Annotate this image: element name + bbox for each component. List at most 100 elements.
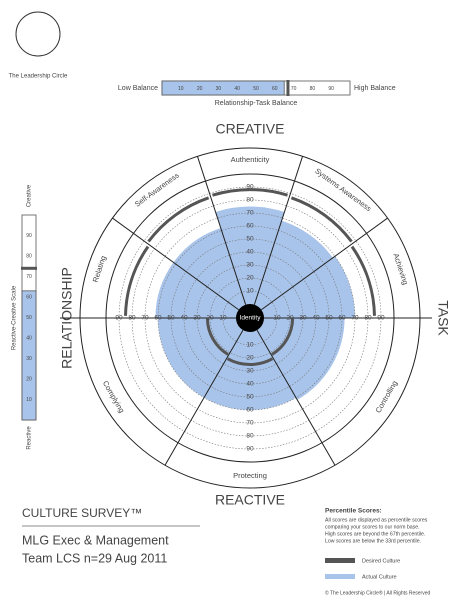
- desired-arc: [205, 318, 229, 356]
- sector-line: [253, 156, 304, 305]
- balance-title: Relationship-Task Balance: [215, 100, 298, 107]
- legend-label: Actual Culture: [362, 574, 397, 580]
- balance-tick: 50: [253, 86, 259, 92]
- sector-line: [112, 217, 239, 311]
- radial-tick: 90: [246, 446, 254, 453]
- radial-tick: 50: [325, 315, 333, 322]
- balance-tick: 70: [291, 86, 297, 92]
- vertical-tick: 40: [26, 335, 32, 341]
- radial-tick: 50: [246, 236, 254, 243]
- radial-tick: 60: [154, 315, 162, 322]
- actual-wedge: [215, 206, 285, 318]
- vertical-scale-title: Reactive-Creative Scale: [12, 285, 18, 350]
- team-line: Team LCS n=29 Aug 2011: [22, 551, 167, 565]
- actual-wedge: [250, 256, 355, 318]
- sector-label: Authenticity: [231, 155, 270, 164]
- sector-line: [256, 329, 336, 466]
- radial-tick: 30: [246, 262, 254, 269]
- actual-wedge: [250, 220, 333, 318]
- desired-arc: [350, 245, 376, 316]
- balance-tick: 60: [272, 86, 278, 92]
- task-label: TASK: [435, 300, 451, 336]
- vertical-top: Creative: [27, 184, 33, 207]
- balance-tick: 10: [178, 86, 184, 92]
- radial-tick: 20: [206, 315, 214, 322]
- balance-tick: 20: [197, 86, 203, 92]
- radial-tick: 70: [246, 210, 254, 217]
- radial-tick: 80: [128, 315, 136, 322]
- vertical-tick: 30: [26, 356, 32, 362]
- radial-tick: 20: [246, 275, 254, 282]
- creative-label: CREATIVE: [216, 121, 285, 137]
- legend-swatch: [325, 558, 355, 563]
- radial-tick: 10: [219, 315, 227, 322]
- radial-tick: 80: [246, 197, 254, 204]
- actual-wedge: [155, 262, 250, 318]
- sector-label: Protecting: [233, 471, 267, 480]
- actual-wedge: [158, 318, 250, 398]
- radial-tick: 60: [338, 315, 346, 322]
- team-line: MLG Exec & Management: [22, 533, 169, 547]
- percentile-line: All scores are displayed as percentile s…: [325, 517, 428, 523]
- desired-arc: [271, 318, 295, 356]
- legend-label: Desired Culture: [362, 558, 400, 564]
- radial-tick: 90: [246, 184, 254, 191]
- radial-tick: 50: [167, 315, 175, 322]
- sector-line: [196, 156, 247, 305]
- radial-tick: 10: [246, 288, 254, 295]
- vertical-tick: 10: [26, 397, 32, 403]
- desired-arc: [290, 196, 353, 243]
- low-balance: Low Balance: [118, 85, 158, 92]
- identity-label: Identity: [240, 315, 262, 322]
- vertical-tick: 20: [26, 376, 32, 382]
- balance-tick: 80: [310, 86, 316, 92]
- balance-actual: [161, 80, 285, 96]
- identity: [236, 304, 264, 332]
- percentile-line: Low scores are below the 33rd percentile…: [325, 538, 421, 544]
- radial-tick: 70: [246, 420, 254, 427]
- actual-wedge: [173, 228, 250, 318]
- logo-circle: [15, 11, 61, 57]
- radial-tick: 30: [299, 315, 307, 322]
- copyright: © The Leadership Circle® | All Rights Re…: [325, 589, 431, 596]
- vertical-tick: 50: [26, 315, 32, 321]
- radial-tick: 10: [246, 342, 254, 349]
- survey-title: CULTURE SURVEY™: [22, 506, 142, 520]
- radial-tick: 60: [246, 407, 254, 414]
- radial-tick: 30: [193, 315, 201, 322]
- desired-arc: [124, 245, 150, 316]
- sector-label: Systems Awareness: [313, 166, 373, 213]
- percentile-line: comparing your scores to our norm base.: [325, 524, 420, 530]
- vertical-desired: [21, 266, 37, 270]
- radial-tick: 40: [246, 381, 254, 388]
- radial-tick: 90: [377, 315, 385, 322]
- radial-tick: 40: [180, 315, 188, 322]
- vertical-tick: 70: [26, 274, 32, 280]
- radial-tick: 50: [246, 394, 254, 401]
- vertical-tick: 90: [26, 233, 32, 239]
- percentile-title: Percentile Scores:: [325, 508, 382, 515]
- sector-label: Achieving: [391, 252, 410, 286]
- radial-tick: 30: [246, 368, 254, 375]
- radial-tick: 40: [312, 315, 320, 322]
- radial-tick: 10: [273, 315, 281, 322]
- radial-tick: 70: [351, 315, 359, 322]
- desired-arc: [147, 196, 210, 243]
- radial-tick: 40: [246, 249, 254, 256]
- radial-tick: 60: [246, 223, 254, 230]
- radial-tick: 70: [141, 315, 149, 322]
- reactive-label: REACTIVE: [215, 492, 285, 508]
- radial-tick: 90: [115, 315, 123, 322]
- desired-arc: [212, 188, 288, 197]
- balance-desired: [286, 80, 290, 96]
- actual-wedge: [250, 318, 345, 400]
- vertical-tick: 80: [26, 253, 32, 259]
- vertical-tick: 60: [26, 294, 32, 300]
- balance-tick: 90: [328, 86, 334, 92]
- radial-tick: 80: [246, 433, 254, 440]
- radial-tick: 80: [364, 315, 372, 322]
- balance-tick: 30: [216, 86, 222, 92]
- sector-label: Relating: [91, 255, 108, 284]
- high-balance: High Balance: [354, 85, 396, 92]
